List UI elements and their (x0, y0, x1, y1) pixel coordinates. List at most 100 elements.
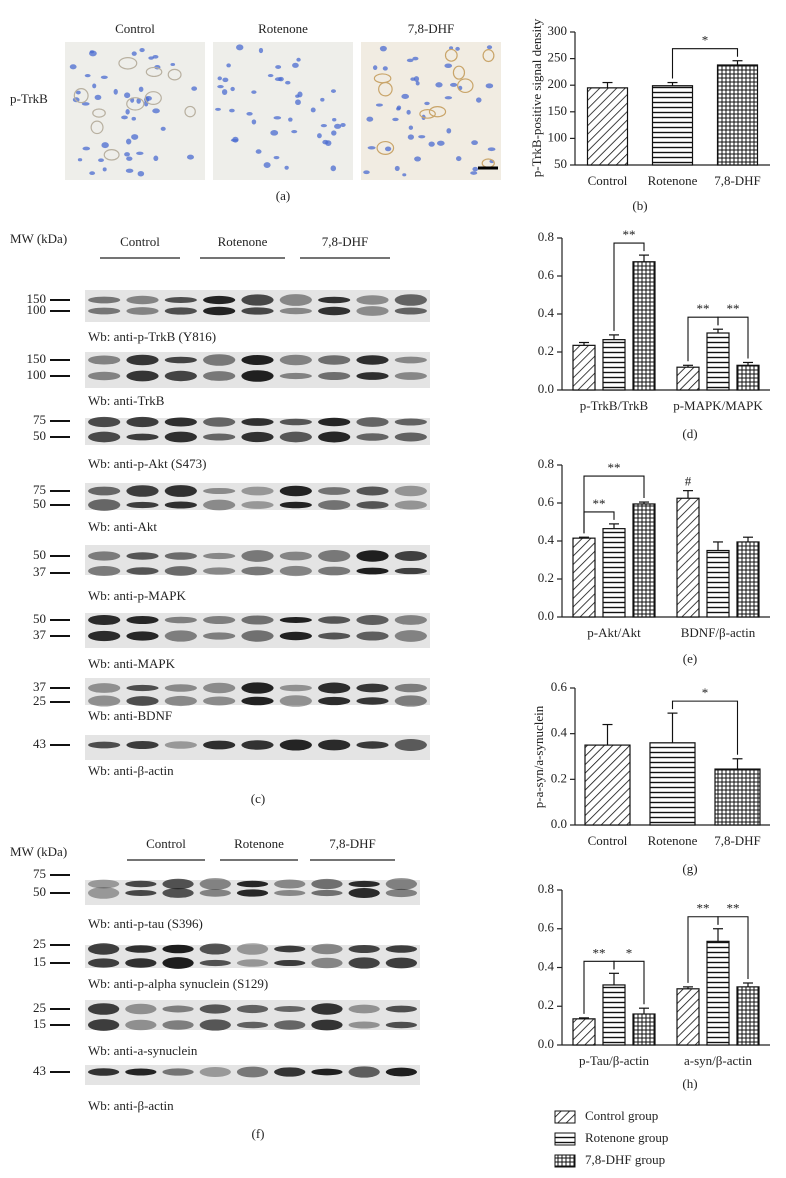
blot-band (348, 1004, 380, 1014)
blot-band (203, 682, 236, 694)
blot-band (164, 616, 197, 624)
blot-band (88, 486, 121, 496)
cell-nucleus (89, 171, 96, 176)
blot-band (394, 630, 427, 642)
cell-nucleus (444, 63, 453, 69)
blot-band (203, 295, 236, 305)
blot-band (356, 372, 389, 380)
cell-nucleus (230, 86, 235, 92)
blot-band (318, 616, 351, 624)
cell-nucleus (334, 123, 342, 129)
error-bar (639, 254, 649, 262)
y-tick-label: 0.6 (538, 920, 555, 935)
cell-nucleus (310, 107, 316, 113)
blot-band (348, 1021, 380, 1029)
mw-marker: 50 (33, 496, 46, 511)
blot-band (203, 354, 236, 366)
y-tick-label: 100 (548, 129, 568, 144)
blot-band (394, 432, 427, 442)
stained-cell (145, 66, 163, 78)
blot-band (203, 499, 236, 511)
cell-nucleus (375, 103, 383, 107)
blot-band (88, 416, 121, 428)
blot-band (356, 631, 389, 641)
error-bar (639, 501, 649, 504)
cell-nucleus (152, 108, 160, 114)
y-tick-label: 0.4 (551, 725, 568, 740)
cell-nucleus (273, 116, 282, 120)
mw-marker: 25 (33, 693, 46, 708)
blot-band (236, 889, 269, 897)
blot-band (126, 416, 159, 428)
blot-band (125, 1068, 157, 1076)
bar (586, 87, 629, 166)
cell-nucleus (131, 116, 136, 121)
cell-nucleus (82, 146, 91, 151)
blot-band (394, 418, 427, 426)
cell-nucleus (113, 88, 118, 95)
error-bar (609, 334, 619, 340)
blot-band (126, 295, 159, 305)
significance-bracket (671, 700, 739, 755)
y-axis-label: p-TrkB-positive signal density (529, 18, 544, 177)
blot-band (199, 889, 231, 897)
blot-band (203, 740, 236, 750)
x-tick-label: p-TrkB/TrkB (580, 398, 649, 413)
blot-band (318, 566, 351, 576)
blot-band (199, 943, 231, 955)
blot-caption: Wb: anti-β-actin (88, 763, 174, 778)
mw-marker: 37 (33, 627, 47, 642)
error-bar (743, 361, 753, 366)
blot-band (279, 307, 312, 315)
blot-band (241, 370, 274, 382)
blot-band (203, 487, 236, 495)
significance-bracket (583, 475, 645, 534)
mw-marker: 75 (33, 482, 46, 497)
blot-caption: Wb: anti-BDNF (88, 708, 172, 723)
stained-cell (92, 108, 106, 118)
panel-label: (b) (632, 198, 647, 213)
cell-nucleus (246, 111, 253, 116)
legend-swatch (554, 1132, 576, 1146)
blot-band (87, 1019, 120, 1031)
y-tick-label: 0.0 (551, 816, 567, 831)
blot-band (126, 354, 159, 366)
blot-band (87, 1003, 120, 1015)
cell-nucleus (367, 146, 376, 150)
x-tick-label: 7,8-DHF (714, 833, 761, 848)
blot-band (87, 943, 120, 955)
blot-band (279, 565, 312, 577)
cell-nucleus (320, 124, 327, 128)
cell-nucleus (89, 50, 95, 54)
cell-nucleus (186, 154, 194, 160)
stained-cell (90, 120, 104, 135)
blot-band (394, 615, 427, 625)
blot-caption: Wb: anti-p-tau (S396) (88, 916, 203, 931)
group-label: Control (146, 836, 186, 851)
blot-band (88, 296, 121, 304)
blot-band (126, 740, 159, 750)
cell-nucleus (77, 158, 83, 162)
significance-bracket (613, 960, 645, 1005)
error-bar (732, 758, 743, 770)
stained-cell (184, 105, 196, 118)
blot-band (199, 1066, 231, 1078)
blot-band (203, 552, 236, 560)
cell-nucleus (428, 141, 435, 147)
blot-band (87, 879, 120, 889)
cell-nucleus (191, 86, 198, 91)
blot-band (394, 485, 427, 497)
cell-nucleus (406, 58, 414, 63)
cell-nucleus (340, 122, 346, 127)
blot-band (125, 1003, 157, 1015)
x-tick-label: Control (588, 173, 628, 188)
cell-nucleus (296, 57, 301, 62)
cell-nucleus (131, 51, 137, 56)
cell-nucleus (215, 107, 221, 111)
blot-band (311, 1019, 343, 1031)
legend-label: Control group (585, 1108, 658, 1123)
blot-band (318, 371, 351, 381)
blot-band (318, 550, 351, 562)
blot-band (162, 1005, 194, 1013)
significance-mark: * (626, 945, 633, 960)
